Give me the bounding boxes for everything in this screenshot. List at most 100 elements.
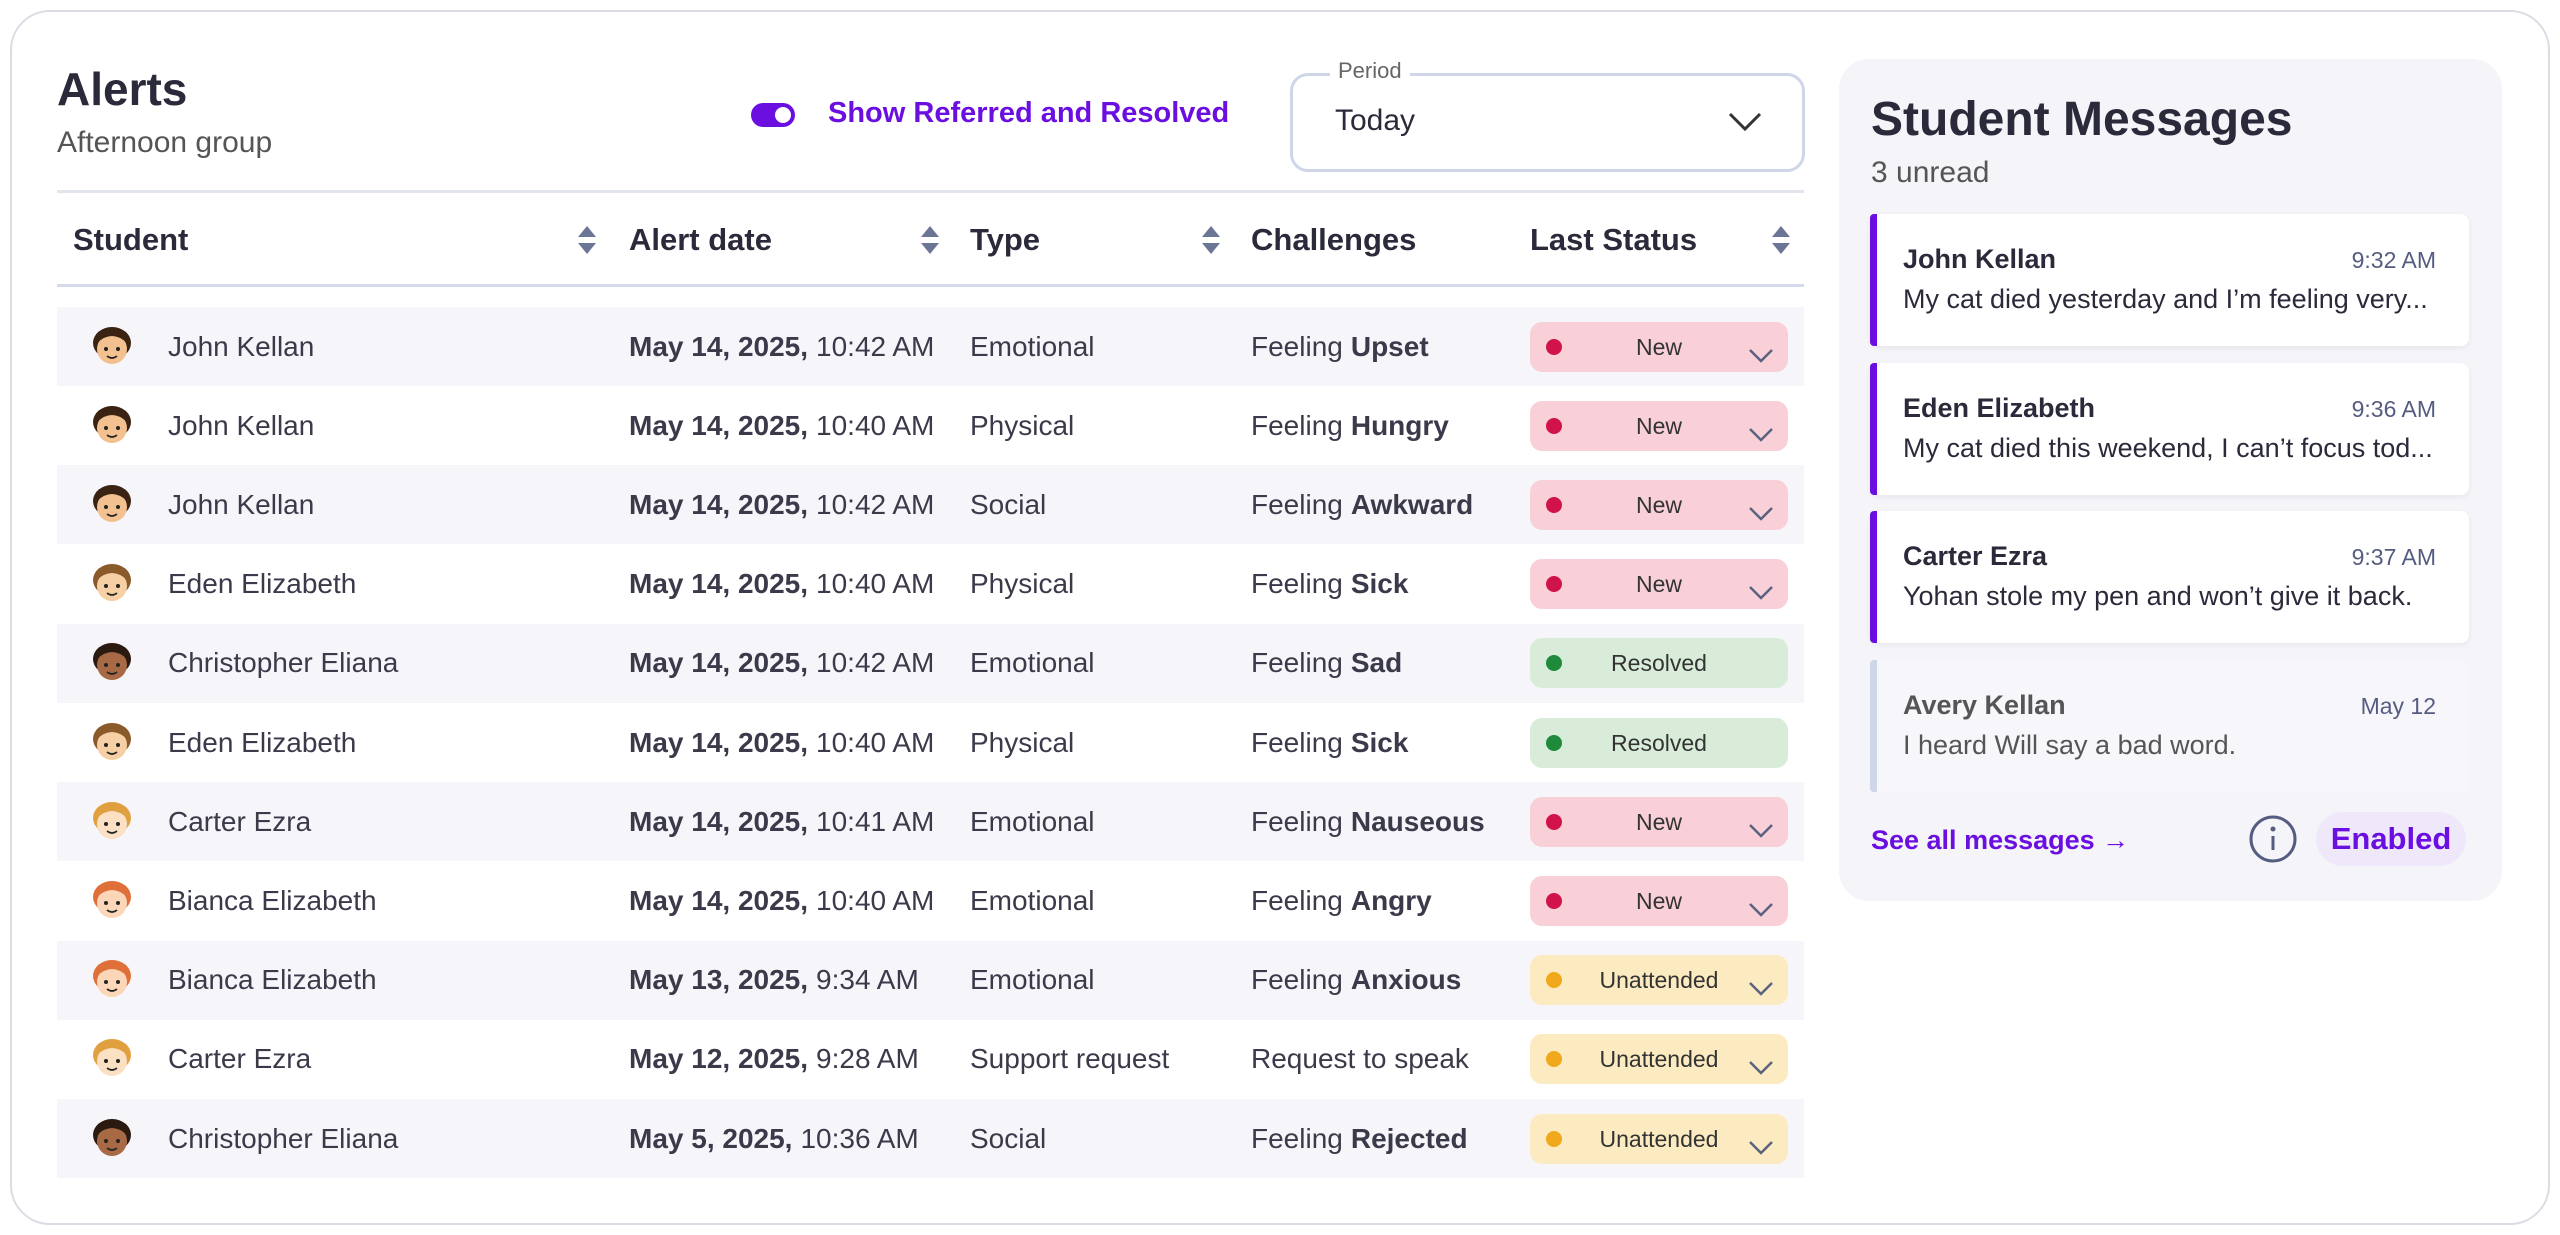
challenge: Feeling Sick: [1251, 568, 1408, 600]
status-pill[interactable]: Unattended: [1530, 1113, 1788, 1164]
date: May 5, 2025,: [629, 1122, 793, 1154]
table-row: Eden Elizabeth May 14, 2025, 10:40 AM Physi…: [57, 544, 1804, 624]
alert-date: May 14, 2025, 10:40 AM: [629, 410, 934, 442]
status-pill[interactable]: New: [1530, 321, 1788, 372]
info-icon[interactable]: [2248, 814, 2298, 864]
avatar: [90, 562, 134, 606]
status-pill[interactable]: New: [1530, 875, 1788, 926]
status: New: [1635, 333, 1682, 360]
student-name: John Kellan: [168, 409, 315, 441]
messages-title: Student Messages: [1871, 93, 2293, 146]
sort-icon[interactable]: [576, 223, 598, 257]
sort-icon[interactable]: [919, 223, 941, 257]
challenge-bold: Angry: [1350, 884, 1432, 916]
status: Unattended: [1599, 1046, 1719, 1073]
date: May 14, 2025,: [629, 647, 809, 679]
status-pill[interactable]: Unattended: [1530, 1034, 1788, 1085]
status: New: [1635, 412, 1682, 439]
status: Resolved: [1611, 729, 1707, 756]
alerts-subtitle: Afternoon group: [57, 126, 273, 159]
alert-date: May 14, 2025, 10:41 AM: [629, 806, 934, 838]
alert-date: May 14, 2025, 10:42 AM: [629, 489, 934, 521]
status: New: [1635, 887, 1682, 914]
unread-bar: [1870, 659, 1877, 792]
challenge-bold: Awkward: [1350, 488, 1474, 520]
time: 9:36 AM: [2351, 395, 2436, 422]
student-name: John Kellan: [168, 330, 315, 362]
student-name: Carter Ezra: [168, 805, 312, 837]
avatar: [90, 483, 134, 527]
preview: My cat died this weekend, I can’t focus …: [1903, 432, 2433, 463]
status: New: [1635, 571, 1682, 598]
chevron: [1728, 112, 1762, 132]
challenge: Feeling Angry: [1251, 885, 1432, 917]
time: 10:40 AM: [816, 726, 935, 758]
challenge-text: Feeling: [1251, 488, 1343, 520]
student-name: Eden Elizabeth: [168, 568, 357, 600]
challenge-text: Request to speak: [1251, 1043, 1469, 1075]
status: Unattended: [1599, 967, 1719, 994]
status-dot: [1546, 1130, 1562, 1147]
time: May 12: [2360, 692, 2436, 719]
status-pill[interactable]: New: [1530, 796, 1788, 847]
period-select[interactable]: Today: [1290, 73, 1805, 172]
table-row: Carter Ezra May 12, 2025, 9:28 AM Support r…: [57, 1019, 1804, 1099]
avatar: [90, 641, 134, 685]
status-dot: [1546, 1051, 1562, 1068]
unread-count: 3 unread: [1871, 156, 1990, 189]
sort-icon[interactable]: [1200, 223, 1222, 257]
toggle-label[interactable]: Show Referred and Resolved: [828, 97, 1230, 129]
avatar: [90, 879, 134, 923]
message-card[interactable]: Eden Elizabeth 9:36 AM My cat died this we…: [1870, 362, 2469, 495]
date: May 13, 2025,: [629, 964, 809, 996]
date: May 14, 2025,: [629, 330, 809, 362]
status-pill[interactable]: New: [1530, 479, 1788, 530]
challenge-text: Feeling: [1251, 805, 1343, 837]
time: 10:42 AM: [816, 330, 935, 362]
toggle[interactable]: [751, 103, 795, 127]
time: 10:36 AM: [800, 1122, 919, 1154]
column-header: Type: [970, 222, 1041, 257]
enabled-badge[interactable]: Enabled: [2316, 812, 2466, 866]
table-row: Bianca Elizabeth May 14, 2025, 10:40 AM Emo…: [57, 861, 1804, 941]
chevron: [1748, 418, 1774, 442]
sort-icon[interactable]: [1770, 223, 1792, 257]
see-all-link[interactable]: See all messages →: [1871, 825, 2130, 855]
message-card[interactable]: Carter Ezra 9:37 AM Yohan stole my pen and…: [1870, 511, 2469, 643]
divider: [57, 190, 1804, 193]
status-pill: Resolved: [1530, 638, 1788, 689]
unread-bar: [1870, 214, 1877, 346]
time: 10:41 AM: [816, 805, 935, 837]
alert-date: May 5, 2025, 10:36 AM: [629, 1123, 919, 1155]
challenge-bold: Hungry: [1350, 409, 1449, 441]
status-pill[interactable]: New: [1530, 559, 1788, 610]
type: Emotional: [970, 964, 1095, 996]
status-pill[interactable]: New: [1530, 400, 1788, 451]
message-card[interactable]: Avery Kellan May 12 I heard Will say a bad…: [1870, 659, 2469, 792]
sender: Eden Elizabeth: [1903, 392, 2096, 423]
challenge: Feeling Sick: [1251, 727, 1408, 759]
alert-date: May 14, 2025, 10:40 AM: [629, 885, 934, 917]
status-pill[interactable]: Unattended: [1530, 955, 1788, 1006]
date: May 14, 2025,: [629, 726, 809, 758]
status: Resolved: [1611, 650, 1707, 677]
avatar: [90, 325, 134, 369]
date: May 14, 2025,: [629, 409, 809, 441]
challenge-bold: Nauseous: [1350, 805, 1485, 837]
type: Emotional: [970, 884, 1095, 916]
avatar: [90, 958, 134, 1002]
time: 9:28 AM: [816, 1043, 919, 1075]
student-name: Christopher Eliana: [168, 1122, 399, 1154]
alert-date: May 14, 2025, 10:40 AM: [629, 727, 934, 759]
challenge-text: Feeling: [1251, 568, 1343, 600]
chevron: [1748, 972, 1774, 996]
time: 10:42 AM: [816, 647, 935, 679]
status-dot: [1546, 655, 1562, 672]
message-card[interactable]: John Kellan 9:32 AM My cat died yesterday …: [1870, 214, 2469, 346]
chevron: [1748, 1051, 1774, 1076]
status: New: [1635, 808, 1682, 835]
alert-date: May 14, 2025, 10:42 AM: [629, 331, 934, 363]
challenge-text: Feeling: [1251, 964, 1343, 996]
type: Emotional: [970, 330, 1095, 362]
unread-bar: [1870, 362, 1877, 495]
